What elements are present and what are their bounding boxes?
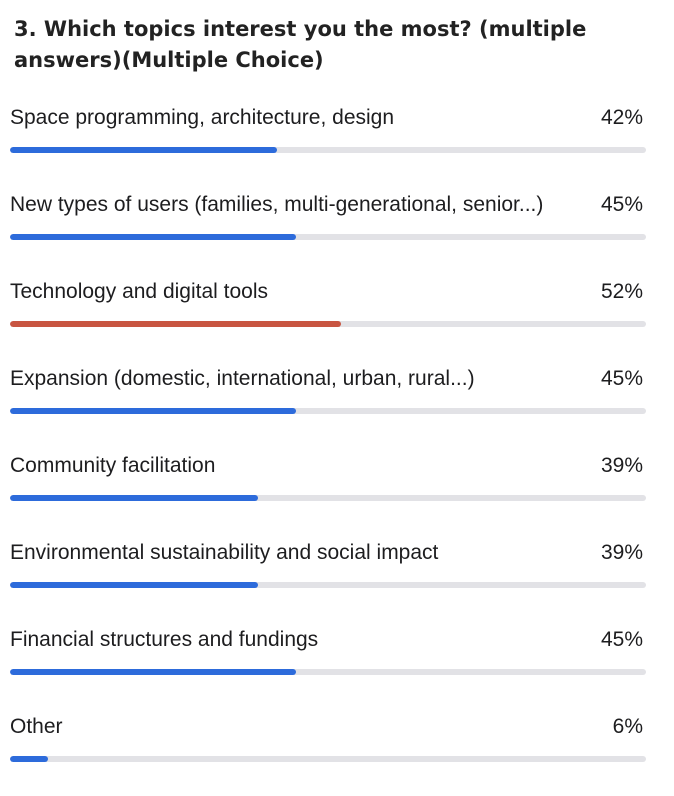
poll-option: Space programming, architecture, design …	[10, 100, 646, 187]
progress-fill	[10, 147, 278, 153]
poll-option: Community facilitation 39%	[10, 448, 646, 535]
progress-track	[10, 495, 646, 501]
progress-fill	[10, 582, 259, 588]
progress-track	[10, 582, 646, 588]
option-percent: 42%	[600, 106, 643, 129]
progress-fill	[10, 669, 297, 675]
poll-option: New types of users (families, multi-gene…	[10, 187, 646, 274]
question-title: 3. Which topics interest you the most? (…	[14, 17, 587, 72]
progress-track	[10, 147, 646, 153]
option-percent: 39%	[600, 454, 643, 477]
option-label: Environmental sustainability and social …	[10, 541, 439, 564]
option-label: Other	[10, 715, 63, 738]
progress-fill	[10, 408, 297, 414]
progress-track	[10, 669, 646, 675]
progress-track	[10, 756, 646, 762]
poll-option: Expansion (domestic, international, urba…	[10, 361, 646, 448]
progress-fill	[10, 234, 297, 240]
option-percent: 45%	[600, 193, 643, 216]
option-percent: 45%	[600, 628, 643, 651]
option-label: Space programming, architecture, design	[10, 106, 395, 129]
option-label: Financial structures and fundings	[10, 628, 319, 651]
poll-option: Technology and digital tools 52%	[10, 274, 646, 361]
option-label: Technology and digital tools	[10, 280, 269, 303]
option-label: Expansion (domestic, international, urba…	[10, 367, 475, 390]
poll-results: Space programming, architecture, design …	[10, 100, 646, 796]
progress-track	[10, 234, 646, 240]
poll-option: Other 6%	[10, 709, 646, 796]
option-label: Community facilitation	[10, 454, 216, 477]
poll-option: Environmental sustainability and social …	[10, 535, 646, 622]
progress-fill	[10, 756, 49, 762]
poll-option: Financial structures and fundings 45%	[10, 622, 646, 709]
option-percent: 45%	[600, 367, 643, 390]
progress-fill	[10, 495, 259, 501]
option-percent: 39%	[600, 541, 643, 564]
progress-track	[10, 408, 646, 414]
progress-fill	[10, 321, 341, 327]
option-percent: 52%	[600, 280, 643, 303]
option-percent: 6%	[612, 715, 643, 738]
option-label: New types of users (families, multi-gene…	[10, 193, 544, 216]
progress-track	[10, 321, 646, 327]
